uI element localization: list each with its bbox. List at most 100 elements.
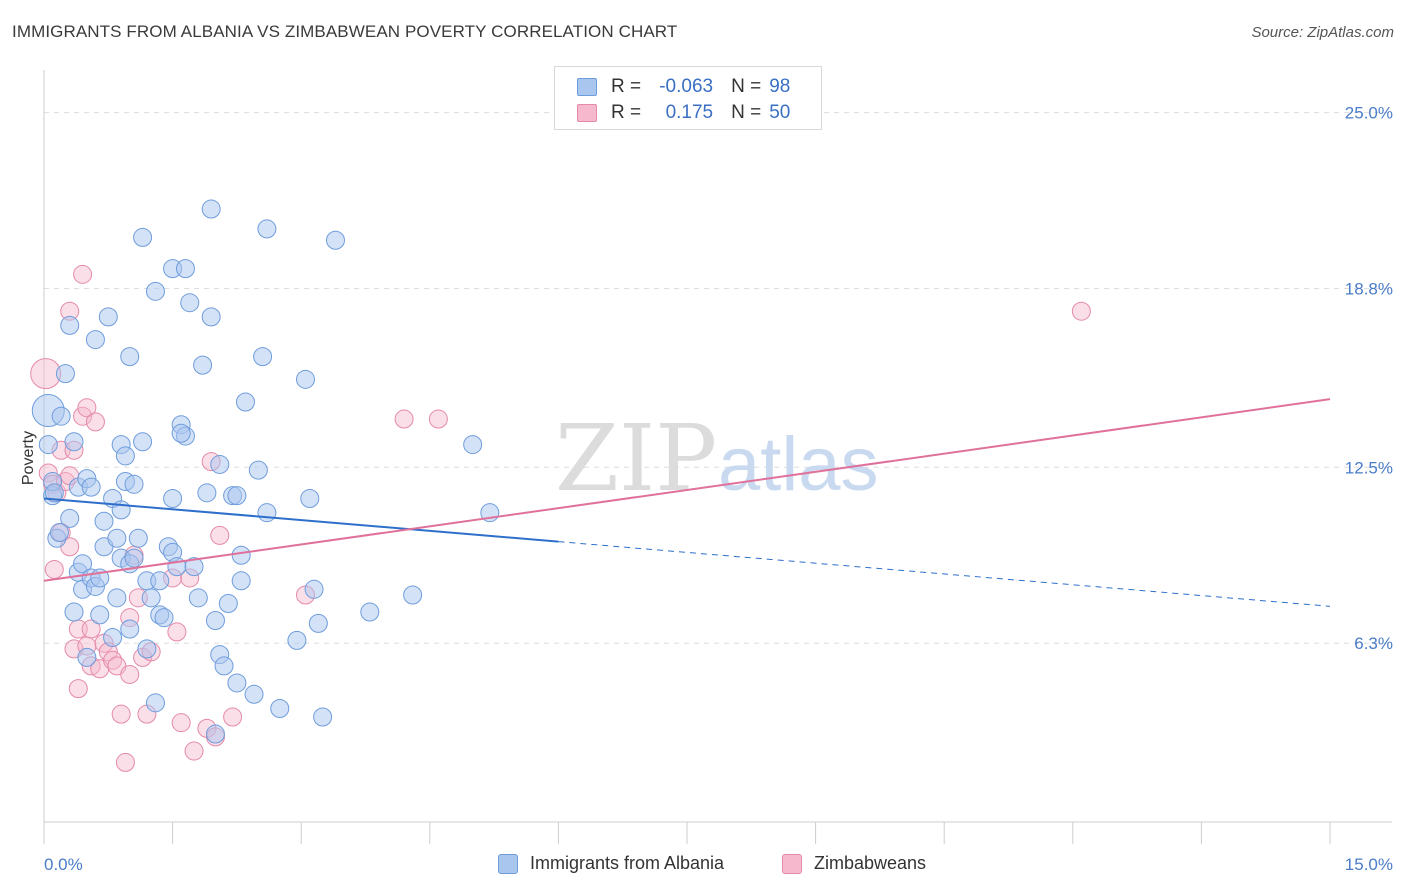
zimbabweans-point (44, 559, 64, 579)
albania-point (235, 392, 255, 412)
albania-point (313, 707, 333, 727)
zimbabweans-point (1071, 301, 1091, 321)
albania-point (205, 611, 225, 631)
legend-item-albania[interactable]: Immigrants from Albania (498, 853, 724, 874)
albania-point (231, 545, 251, 565)
albania-point (44, 483, 64, 503)
zimbabweans-point (120, 664, 140, 684)
zimbabweans-point (428, 409, 448, 429)
albania-point (163, 488, 183, 508)
zimbabweans-point (167, 622, 187, 642)
albania-point (184, 557, 204, 577)
albania-point (103, 628, 123, 648)
albania-point (287, 630, 307, 650)
albania-point (201, 199, 221, 219)
albania-point (197, 483, 217, 503)
albania-point (175, 259, 195, 279)
n-label: N = (731, 102, 762, 123)
zimbabweans-point (115, 752, 135, 772)
albania-point (60, 508, 80, 528)
albania-point (205, 724, 225, 744)
tick-labels: 6.3% 12.5% 18.8% 25.0% 0.0% 15.0% (44, 104, 1393, 874)
albania-point (128, 528, 148, 548)
albania-point (85, 330, 105, 350)
y-tick-label: 18.8% (1345, 280, 1393, 299)
r-label: R = (611, 76, 642, 97)
legend-swatch-zimbabweans (782, 853, 802, 874)
x-tick-label: 0.0% (44, 855, 83, 874)
albania-point (124, 474, 144, 494)
albania-point (98, 307, 118, 327)
albania-point (231, 571, 251, 591)
albania-point (227, 486, 247, 506)
albania-point (64, 432, 84, 452)
albania-point (133, 227, 153, 247)
albania-point (300, 488, 320, 508)
zimbabweans-trend-line (43, 398, 1331, 582)
albania-point (270, 698, 290, 718)
trend-lines (43, 398, 1331, 607)
albania-point (150, 571, 170, 591)
albania-point (55, 364, 75, 384)
albania-point (90, 605, 110, 625)
albania-point (49, 523, 69, 543)
albania-point (124, 548, 144, 568)
zimbabweans-point (223, 707, 243, 727)
albania-point (38, 435, 58, 455)
series-legend: Immigrants from Albania Zimbabweans (0, 850, 1406, 880)
albania-point (107, 528, 127, 548)
albania-point (73, 554, 93, 574)
zimbabweans-point (184, 741, 204, 761)
albania-point (295, 369, 315, 389)
grid-layer (44, 112, 1392, 644)
albania-point (248, 460, 268, 480)
albania-point (180, 293, 200, 313)
albania-points (31, 199, 500, 744)
zimbabweans-point (111, 704, 131, 724)
zimbabweans-points (30, 264, 1091, 772)
chart-title: IMMIGRANTS FROM ALBANIA VS ZIMBABWEAN PO… (12, 22, 678, 41)
albania-point (210, 454, 230, 474)
zimbabweans-point (394, 409, 414, 429)
r-label: R = (611, 102, 642, 123)
albania-point (64, 602, 84, 622)
zimbabweans-point (73, 264, 93, 284)
stats-row-albania: R = -0.063 N = 98 (577, 74, 790, 100)
albania-point (257, 219, 277, 239)
albania-point (51, 406, 71, 426)
n-label: N = (731, 76, 762, 97)
albania-point (253, 347, 273, 367)
albania-point (171, 423, 191, 443)
watermark-atlas: atlas (718, 422, 879, 507)
albania-point (94, 511, 114, 531)
zimbabweans-point (210, 525, 230, 545)
albania-point (227, 673, 247, 693)
r-value: 0.175 (665, 102, 714, 123)
albania-point (403, 585, 423, 605)
zimbabweans-point (77, 398, 97, 418)
albania-point (325, 230, 345, 250)
albania-point (115, 446, 135, 466)
albania-point (81, 477, 101, 497)
y-tick-label: 6.3% (1354, 634, 1393, 653)
albania-point (107, 588, 127, 608)
albania-point (120, 347, 140, 367)
albania-point (60, 315, 80, 335)
legend-label-albania: Immigrants from Albania (530, 853, 725, 873)
albania-point (360, 602, 380, 622)
zimbabweans-point (73, 406, 93, 426)
albania-point (308, 613, 328, 633)
albania-point (120, 619, 140, 639)
legend-item-zimbabweans[interactable]: Zimbabweans (782, 853, 926, 874)
albania-point (145, 281, 165, 301)
stats-legend: R = -0.063 N = 98 R = 0.175 N = 50 (554, 66, 822, 130)
albania-point (214, 656, 234, 676)
albania-point (463, 435, 483, 455)
albania-point (193, 355, 213, 375)
zimbabweans-point (68, 679, 88, 699)
y-tick-label: 12.5% (1345, 458, 1393, 477)
legend-swatch-albania (577, 78, 597, 96)
albania-point (201, 307, 221, 327)
legend-label-zimbabweans: Zimbabweans (814, 853, 927, 873)
